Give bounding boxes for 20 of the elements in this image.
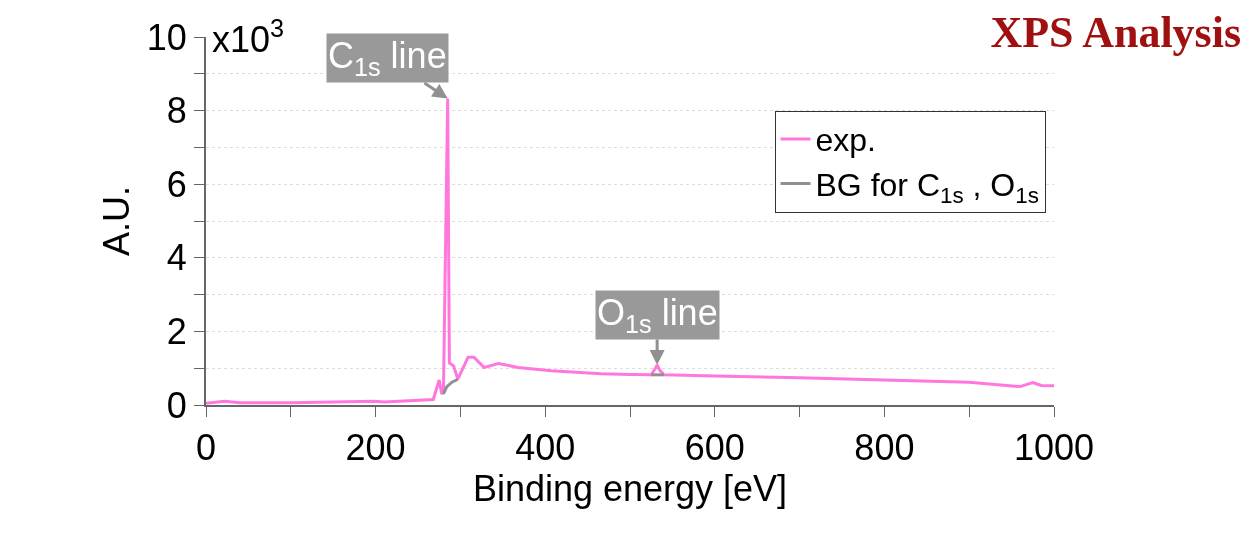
y-tick-label: 8 <box>166 90 187 132</box>
annotation: O$_{1s}$ line <box>597 292 718 338</box>
x-tick-label: 800 <box>854 427 915 469</box>
y-tick-label: 6 <box>166 163 187 205</box>
x-tick-label: 0 <box>195 427 217 469</box>
y-tick-label: 0 <box>166 384 187 426</box>
x-tick-label: 1000 <box>1013 427 1095 469</box>
x-axis-title: Binding energy [eV] <box>472 468 788 510</box>
x-tick-label: 400 <box>515 427 576 469</box>
x-tick-label: 600 <box>684 427 745 469</box>
legend-label: BG for C$_{1s}$ , O$_{1s}$ <box>815 166 1039 208</box>
x-tick-label: 200 <box>345 427 406 469</box>
y-tick-label: 10 <box>146 16 187 58</box>
y-axis-title: A.U. <box>96 185 138 257</box>
y-tick-label: 4 <box>166 237 187 279</box>
y-tick-label: 2 <box>166 311 187 352</box>
annotation: C$_{1s}$ line <box>328 35 447 81</box>
annotation: x10$^{3}$ <box>212 14 285 61</box>
chart-title: XPS Analysis <box>990 8 1242 58</box>
legend-label: exp. <box>815 122 876 159</box>
